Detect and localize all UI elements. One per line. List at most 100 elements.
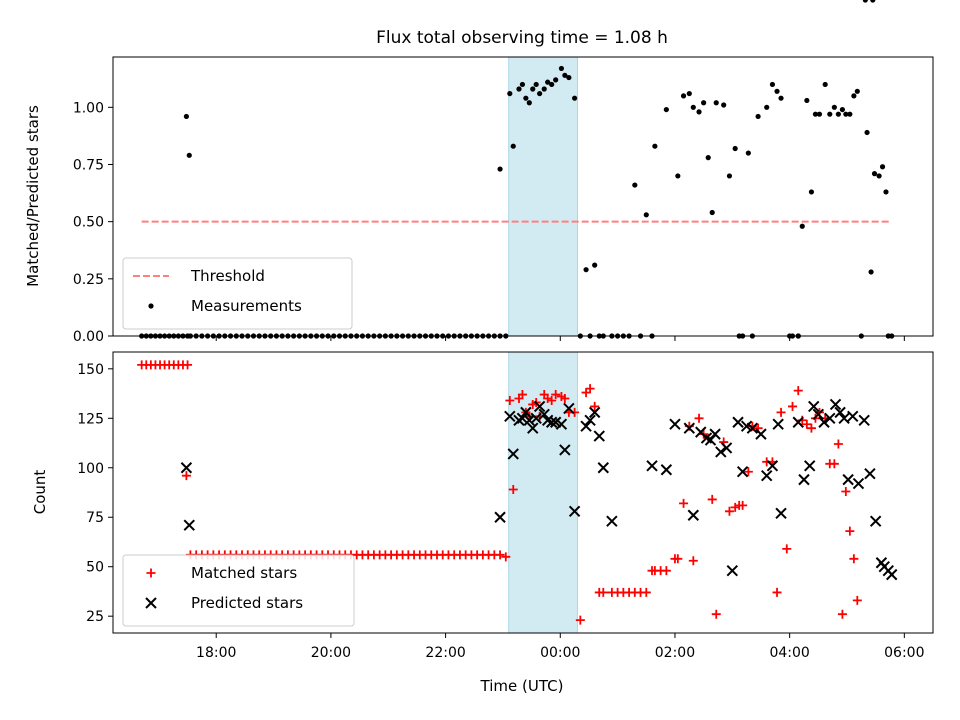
predicted-stars-point [838,412,850,424]
measurements-point [510,143,516,149]
measurements-point [745,150,751,156]
predicted-stars-point [834,406,846,419]
measurements-point [764,104,770,110]
measurements-point [839,106,845,113]
measurements-point [831,104,837,110]
predicted-stars-point [568,505,581,518]
matched-stars-point [183,360,193,370]
predicted-stars-point [726,564,739,577]
predicted-stars-point [584,414,596,426]
y-tick-label: 125 [77,411,104,427]
measurements-point [183,113,189,120]
predicted-stars-point [660,464,673,476]
predicted-stars-point [847,410,859,423]
measurements-point [721,102,727,108]
measurements-point [533,81,539,88]
predicted-stars-point [593,430,605,442]
measurements-point [696,109,702,115]
predicted-stars-point [563,402,575,415]
top-axes-frame [112,56,934,337]
x-tick-label: 00:00 [540,645,580,661]
matched-stars-point [641,587,651,597]
legend-label: Matched stars [191,564,297,582]
measurements-point [868,269,874,275]
measurements-point [862,0,868,3]
legend-box [122,554,355,627]
measurements-point [643,212,649,218]
measurements-point [883,189,889,195]
predicted-stars-point [746,422,759,434]
x-tick-label: 22:00 [425,645,465,661]
predicted-stars-point [683,422,696,434]
measurements-point [847,111,853,117]
measurements-point [652,143,658,149]
measurements-point [713,100,719,106]
measurements-point [549,81,555,88]
matched-stars-point [806,423,816,433]
predicted-stars-point [709,428,721,440]
bottom-legend: Matched stars Predicted stars [122,554,355,627]
measurements-point [553,77,559,83]
top-plot-marks [139,0,895,339]
measurements-point [816,111,823,117]
measurements-point [519,81,526,88]
measurements-point [526,100,532,106]
legend-swatch [145,597,157,609]
bottom-axes-frame [112,351,934,634]
matched-stars-point [679,498,689,508]
matched-stars-point [707,494,717,504]
matched-stars-point [845,526,855,536]
x-tick-label: 18:00 [196,645,236,661]
x-axis-label: Time (UTC) [480,677,564,695]
predicted-stars-point [687,509,700,521]
measurements-point [558,65,565,72]
y-tick-label: 0.25 [73,272,104,288]
legend-label: Threshold [190,267,265,285]
measurements-point [851,93,857,99]
measurements-point [732,145,738,152]
y-tick-label: 0.00 [73,329,104,345]
bottom-y-axis-label: Count [31,470,49,515]
matched-stars-point [788,401,798,411]
measurements-point [755,113,761,120]
y-tick-label: 0.75 [73,157,104,173]
matched-stars-point [495,550,505,560]
matched-stars-point [849,554,859,564]
measurements-point [827,111,833,117]
measurements-point [523,95,529,101]
x-tick-label: 04:00 [769,645,809,661]
measurements-point [822,81,828,88]
measurements-point [778,95,784,101]
predicted-stars-point [760,469,773,482]
x-tick-label: 06:00 [884,645,924,661]
matched-stars-point [738,500,748,510]
matched-stars-point [575,615,585,625]
matched-stars-point [581,388,591,398]
predicted-stars-point [755,428,767,440]
predicted-stars-point [792,416,804,428]
measurements-point [871,171,878,177]
measurements-point [545,79,551,85]
predicted-stars-point [766,460,779,472]
predicted-stars-point [523,414,536,426]
top-x-ticks [215,336,905,341]
predicted-stars-point [812,408,825,421]
y-tick-label: 75 [86,510,104,526]
matched-stars-point [833,439,843,449]
y-tick-label: 150 [77,362,104,378]
predicted-stars-point [555,418,568,430]
predicted-stars-point [520,406,532,419]
matched-stars-point [743,467,753,477]
predicted-stars-point [494,511,506,523]
matched-stars-point [598,587,608,597]
matched-stars-point [711,609,721,619]
measurements-point [843,111,849,117]
top-panel: 0.00 0.25 0.50 0.75 1.00 Matched/Predicted s… [24,0,934,345]
measurements-point [537,90,543,97]
measurements-point [726,173,733,179]
measurements-point [799,223,805,229]
predicted-stars-point [842,473,854,486]
measurements-point [701,100,707,106]
legend-box [122,257,353,330]
